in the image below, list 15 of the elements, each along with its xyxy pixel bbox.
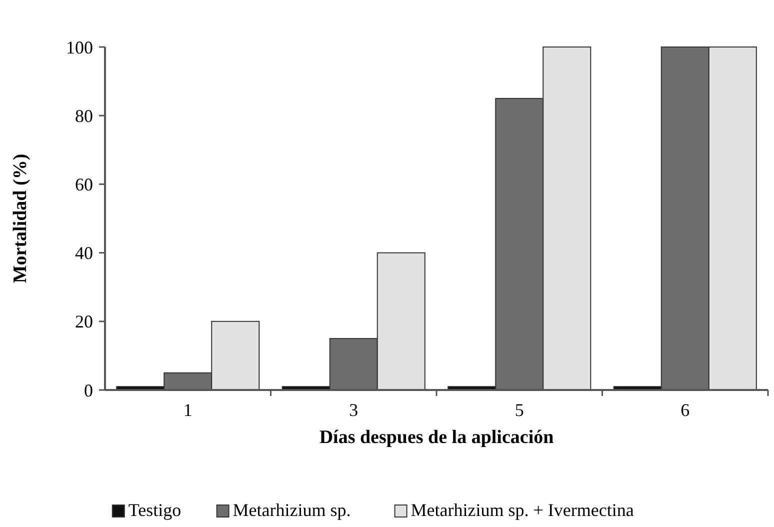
- x-tick-label: 6: [680, 400, 690, 420]
- x-tick-label: 3: [349, 400, 358, 420]
- x-tick-label: 1: [183, 400, 192, 420]
- legend-label: Testigo: [128, 500, 182, 520]
- y-axis-title: Mortalidad (%): [10, 154, 31, 284]
- legend-label: Metarhizium sp.: [232, 500, 351, 520]
- y-tick-label: 40: [75, 243, 93, 264]
- y-tick-label: 20: [75, 312, 93, 332]
- y-tick-label: 80: [75, 106, 93, 126]
- y-tick-label: 100: [66, 37, 93, 58]
- legend-label: Metarhizium sp. + Ivermectina: [410, 500, 634, 520]
- x-tick-label: 5: [514, 400, 524, 420]
- y-tick-label: 60: [75, 174, 93, 194]
- y-tick-label: 0: [84, 380, 93, 400]
- x-axis-title: Días despues de la aplicación: [319, 427, 554, 448]
